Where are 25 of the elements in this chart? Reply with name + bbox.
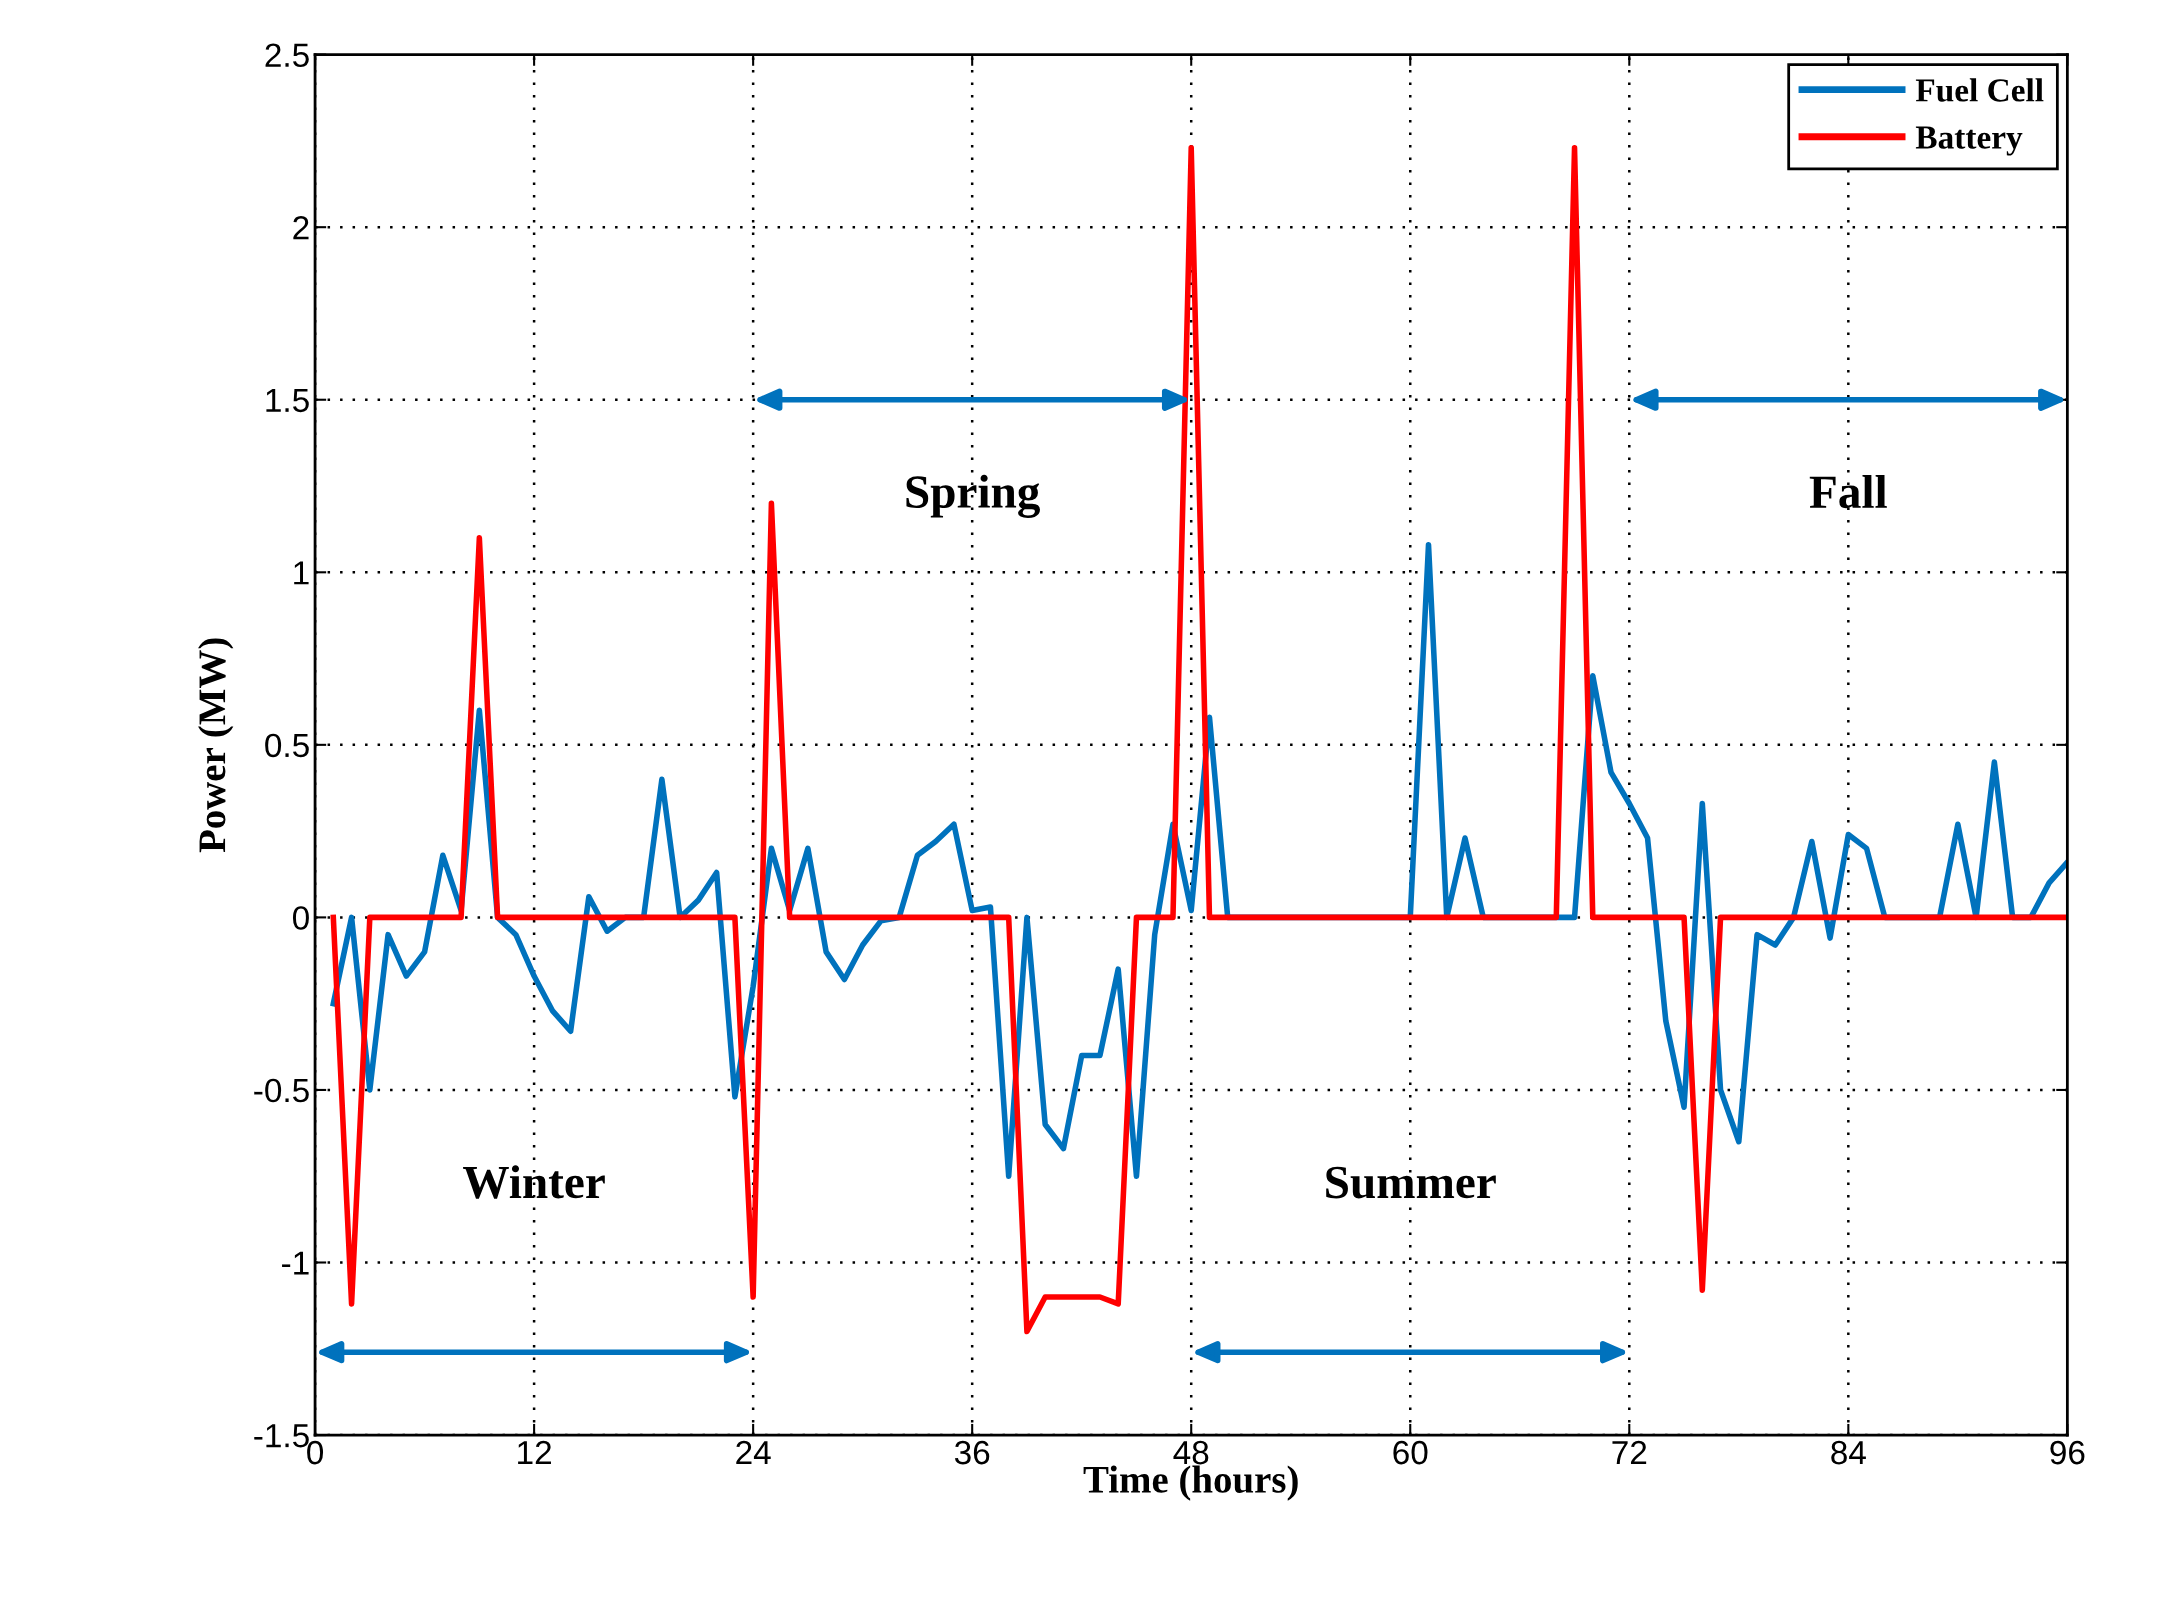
x-tick-label: 48 (1173, 1440, 1209, 1465)
x-tick-label: 12 (518, 1440, 551, 1465)
y-axis-title: Power (MW) (198, 638, 234, 853)
y-tick-label: -1.5 (254, 1424, 309, 1448)
y-tick-label: 2 (293, 215, 309, 240)
y-tick-label: -0.5 (254, 1078, 309, 1103)
y-tick-label: 0.5 (265, 733, 309, 758)
y-tick-label: 1.5 (266, 388, 309, 413)
y-tick-label: -1 (282, 1251, 309, 1275)
x-tick-label: 24 (736, 1440, 771, 1465)
legend-label: Fuel Cell (1915, 78, 2044, 102)
annotation: Spring (906, 474, 1040, 518)
annotation: Fall (1809, 474, 1887, 509)
annotation: Summer (1326, 1166, 1496, 1199)
legend-label: Battery (1915, 126, 2023, 156)
y-tick-label: 1 (294, 561, 309, 585)
y-tick-label: 2.5 (265, 43, 309, 68)
x-tick-label: 96 (2050, 1440, 2085, 1465)
x-tick-label: 84 (1831, 1440, 1866, 1465)
x-axis-title: Time (hours) (1083, 1465, 1298, 1501)
annotation: Winter (463, 1165, 605, 1199)
x-tick-label: 60 (1393, 1440, 1428, 1465)
x-tick-label: 36 (954, 1440, 990, 1465)
y-tick-label: 0 (292, 906, 309, 930)
x-tick-label: 72 (1612, 1440, 1647, 1465)
